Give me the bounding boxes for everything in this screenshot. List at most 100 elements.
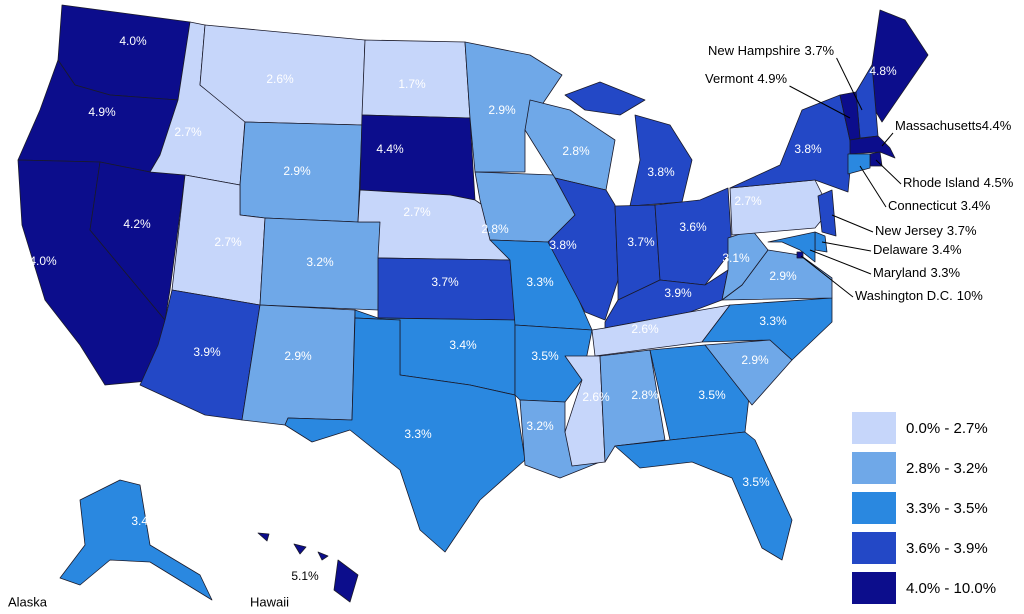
legend-label: 3.6% - 3.9%: [906, 540, 988, 557]
state-name: Massachusetts: [895, 118, 982, 133]
value-label: 3.9%: [664, 286, 692, 300]
value-label: 4.9%: [757, 71, 787, 86]
legend-swatch: [852, 532, 896, 564]
value-label: 3.7%: [947, 223, 977, 238]
state: [847, 153, 871, 175]
leader-line: [831, 214, 874, 233]
value-label: 4.4%: [376, 142, 404, 156]
value-label: 2.6%: [266, 72, 294, 86]
value-label: 4.8%: [869, 64, 897, 78]
state-label: Rhode Island 4.5%: [903, 175, 1014, 190]
value-label: 2.6%: [582, 390, 610, 404]
leader-line: [875, 159, 902, 185]
state-name: Hawaii: [250, 594, 289, 609]
value-label: 2.9%: [284, 349, 312, 363]
value-label: 3.5%: [698, 388, 726, 402]
state: [614, 431, 793, 561]
state: [629, 114, 693, 207]
legend-swatch: [852, 452, 896, 484]
state-label: New Hampshire 3.7%: [708, 43, 835, 58]
value-label: 2.7%: [214, 235, 242, 249]
value-label: 3.8%: [647, 165, 675, 179]
value-label: 3.9%: [193, 345, 221, 359]
value-label: 10%: [957, 288, 983, 303]
legend-label: 3.3% - 3.5%: [906, 500, 988, 517]
value-label: 3.4%: [932, 242, 962, 257]
state: [293, 543, 307, 555]
state-name: Delaware: [873, 242, 928, 257]
state-name: Alaska: [8, 594, 48, 609]
state-label: Massachusetts4.4%: [895, 118, 1012, 133]
value-label: 3.5%: [531, 349, 559, 363]
value-label: 4.9%: [88, 105, 116, 119]
state: [317, 551, 329, 561]
state-name: Rhode Island: [903, 175, 980, 190]
value-label: 3.6%: [679, 220, 707, 234]
value-label: 3.3%: [526, 275, 554, 289]
value-label: 3.3%: [404, 427, 432, 441]
state-name: New Jersey: [875, 223, 943, 238]
state-name: Vermont: [705, 71, 754, 86]
value-label: 3.8%: [549, 238, 577, 252]
value-label: 2.7%: [174, 125, 202, 139]
state-label: Maryland 3.3%: [873, 265, 961, 280]
value-label: 3.4%: [449, 338, 477, 352]
value-label: 4.0%: [119, 34, 147, 48]
value-label: 2.9%: [488, 103, 516, 117]
value-label: 2.8%: [631, 388, 659, 402]
value-label: 2.6%: [631, 322, 659, 336]
legend-label: 0.0% - 2.7%: [906, 420, 988, 437]
state-name: Maryland: [873, 265, 926, 280]
value-label: 3.2%: [306, 255, 334, 269]
value-label: 4.4%: [982, 118, 1012, 133]
leader-line: [881, 132, 894, 147]
leader-line: [800, 255, 854, 298]
state: [839, 91, 861, 141]
value-label: 2.8%: [481, 222, 509, 236]
state: [564, 81, 646, 116]
legend-label: 2.8% - 3.2%: [906, 460, 988, 477]
state-label: Delaware 3.4%: [873, 242, 962, 257]
value-label: 3.1%: [722, 251, 750, 265]
value-label: 2.8%: [562, 144, 590, 158]
state-label: Vermont 4.9%: [705, 71, 787, 86]
state-name: New Hampshire: [708, 43, 800, 58]
value-label: 5.1%: [291, 569, 319, 583]
legend-swatch: [852, 412, 896, 444]
state: [284, 317, 526, 553]
value-label: 3.7%: [627, 235, 655, 249]
value-label: 3.3%: [930, 265, 960, 280]
state: [547, 177, 619, 321]
value-label: 2.7%: [403, 205, 431, 219]
state: [817, 189, 837, 237]
leader-line: [859, 165, 887, 208]
leader-line: [809, 249, 872, 275]
value-label: 2.9%: [741, 353, 769, 367]
state: [767, 231, 816, 263]
value-label: 4.5%: [984, 175, 1014, 190]
value-label: 1.7%: [398, 77, 426, 91]
state-label: New Jersey 3.7%: [875, 223, 977, 238]
value-label: 2.7%: [734, 194, 762, 208]
state: [241, 304, 356, 426]
state: [59, 479, 213, 601]
state: [721, 229, 769, 301]
value-label: 4.0%: [29, 254, 57, 268]
value-label: 3.7%: [804, 43, 834, 58]
leader-line: [789, 85, 851, 119]
value-label: 3.2%: [526, 419, 554, 433]
state: [701, 297, 833, 361]
state: [359, 114, 476, 201]
value-label: 3.8%: [794, 142, 822, 156]
state-label: Connecticut 3.4%: [888, 198, 991, 213]
state: [814, 231, 828, 253]
leader-line: [836, 57, 863, 111]
value-label: 2.9%: [283, 164, 311, 178]
value-label: 3.3%: [759, 314, 787, 328]
value-label: 2.9%: [769, 269, 797, 283]
value-label: 3.4%: [131, 514, 159, 528]
state: [333, 559, 359, 603]
legend-swatch: [852, 572, 896, 604]
state-label: Washington D.C. 10%: [855, 288, 983, 303]
